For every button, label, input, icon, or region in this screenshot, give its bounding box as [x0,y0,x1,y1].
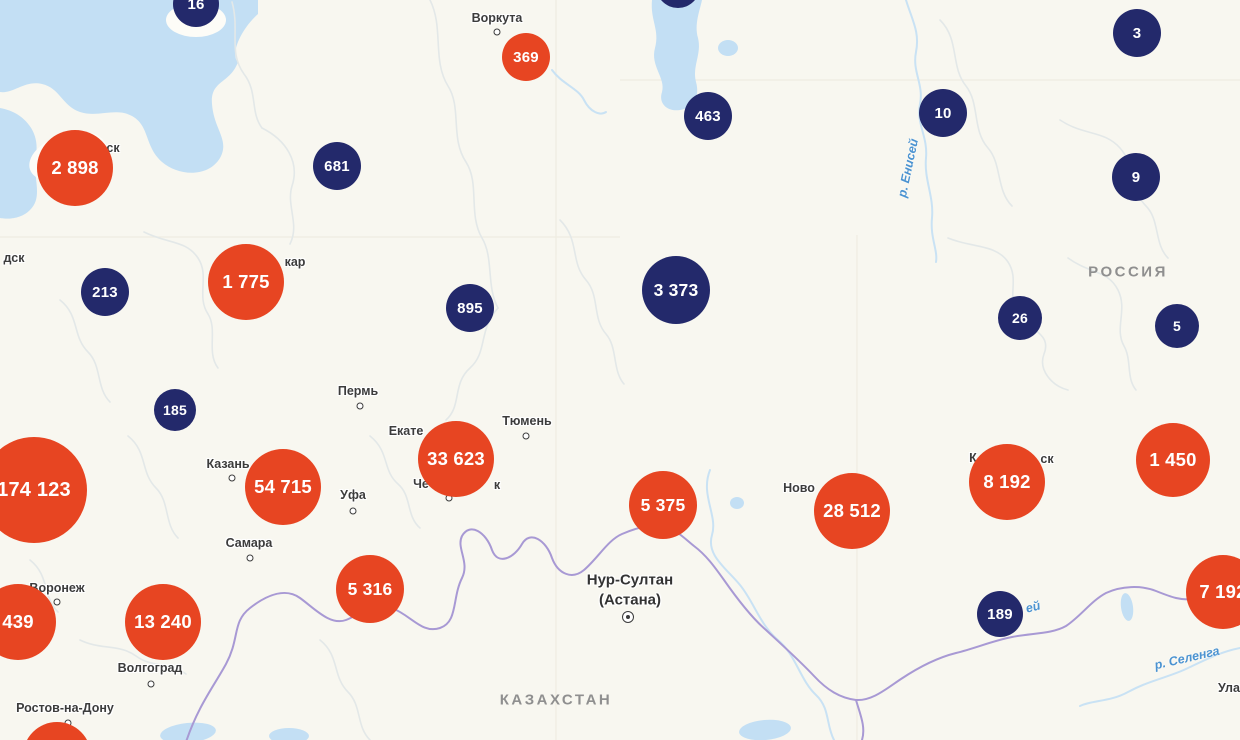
city-marker [246,554,254,562]
city-label: кар [284,254,306,269]
city-marker [228,474,236,482]
city-marker [53,598,61,606]
country-label: РОССИЯ [1088,263,1168,281]
case-bubble[interactable]: 9 [1112,153,1160,201]
case-bubble[interactable]: 1 450 [1136,423,1210,497]
case-bubble-value: 895 [457,299,483,317]
case-bubble-value: 10 [934,104,952,122]
case-bubble-value: 3 373 [653,279,699,300]
city-label: дск [3,250,25,265]
case-bubble[interactable]: 5 316 [336,555,404,623]
case-bubble-value: 5 [1173,318,1181,334]
case-bubble-value: 5 375 [640,494,686,515]
country-label: КАЗАХСТАН [499,691,613,709]
river-lines [551,0,1240,740]
case-bubble[interactable]: 8 192 [969,444,1045,520]
city-label: Воронеж [29,580,85,595]
case-bubble[interactable]: 28 512 [814,473,890,549]
case-bubble-value: 54 715 [254,476,312,497]
case-bubble[interactable] [656,0,700,8]
case-bubble[interactable]: 189 [977,591,1023,637]
case-bubble-value: 1 450 [1149,449,1197,470]
city-label: Уфа [340,487,366,502]
city-label: Екате [388,423,424,438]
case-bubble-value: 189 [987,605,1013,623]
city-label: Ростов-на-Дону [16,700,114,715]
capital-city-marker [622,611,634,623]
case-bubble[interactable]: 13 240 [125,584,201,660]
case-bubble-value: 9 [1131,168,1141,186]
case-bubble-value: 13 240 [134,611,192,632]
city-marker [493,28,501,36]
case-bubble-value: 16 [187,0,205,13]
city-label: Тюмень [502,413,552,428]
case-bubble-value: 8 192 [983,471,1031,492]
water-layer [0,0,1134,740]
city-label: к [493,477,501,492]
case-bubble[interactable]: 33 623 [418,421,494,497]
case-bubble-value: 681 [324,157,350,175]
case-bubble[interactable]: 5 [1155,304,1199,348]
city-marker [147,680,155,688]
case-bubble[interactable]: 26 [998,296,1042,340]
case-bubble[interactable] [23,722,91,740]
case-bubble[interactable]: 369 [502,33,550,81]
case-bubble[interactable]: 681 [313,142,361,190]
city-marker [356,402,364,410]
case-bubble-value: 5 316 [347,578,393,599]
case-bubble-value: 26 [1012,310,1028,326]
city-label: ск [1040,451,1054,466]
case-bubble-value: 213 [92,283,118,301]
city-label: Самара [225,535,273,550]
city-label: Пермь [337,383,379,398]
city-marker [522,432,530,440]
case-bubble[interactable]: 2 898 [37,130,113,206]
city-label: Воркута [471,10,523,25]
city-label: Ново [783,480,815,495]
case-bubble[interactable]: 174 123 [0,437,87,543]
case-bubble[interactable]: 213 [81,268,129,316]
case-bubble[interactable]: 439 [0,584,56,660]
case-bubble-value: 1 775 [222,271,270,292]
case-bubble[interactable]: 1 775 [208,244,284,320]
case-bubble[interactable]: 3 [1113,9,1161,57]
case-bubble-value: 174 123 [0,478,71,501]
case-bubble[interactable]: 5 375 [629,471,697,539]
country-border [185,524,1240,740]
case-bubble[interactable]: 7 192 [1186,555,1240,629]
city-label: Ула [1218,680,1240,695]
case-bubble-value: 7 192 [1199,581,1240,602]
case-bubble[interactable]: 185 [154,389,196,431]
city-label: Казань [206,456,250,471]
case-bubble[interactable]: 54 715 [245,449,321,525]
case-bubble-value: 3 [1132,24,1142,42]
city-label: Нур-Султан (Астана) [586,571,674,609]
case-bubble-value: 2 898 [51,157,99,178]
case-bubble-value: 185 [163,402,187,418]
case-bubble[interactable]: 463 [684,92,732,140]
case-bubble[interactable]: 3 373 [642,256,710,324]
city-label: К [969,450,977,465]
case-bubble-value: 28 512 [823,500,881,521]
city-label: Волгоград [117,660,183,675]
case-bubble-value: 33 623 [427,448,485,469]
city-label: ск [106,140,120,155]
case-bubble-value: 463 [695,107,721,125]
case-bubble[interactable]: 10 [919,89,967,137]
city-marker [349,507,357,515]
case-bubble-value: 369 [513,48,539,66]
case-bubble-value: 439 [2,611,34,632]
case-bubble[interactable]: 895 [446,284,494,332]
